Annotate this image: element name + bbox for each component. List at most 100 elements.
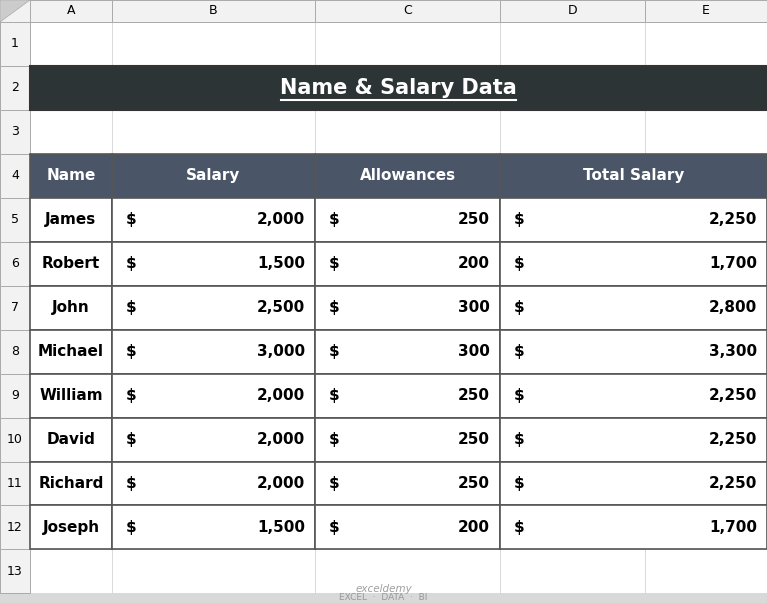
- Bar: [500, 286, 645, 330]
- Bar: [500, 505, 645, 549]
- Text: exceldemy: exceldemy: [355, 584, 412, 595]
- Text: 1: 1: [11, 37, 19, 51]
- Bar: [0, 198, 30, 242]
- Bar: [500, 198, 767, 242]
- Text: Salary: Salary: [186, 168, 241, 183]
- Text: $: $: [514, 388, 525, 403]
- Text: $: $: [126, 300, 137, 315]
- Bar: [112, 461, 315, 505]
- Bar: [0, 154, 30, 198]
- Bar: [30, 505, 112, 549]
- Bar: [30, 110, 112, 154]
- Bar: [112, 330, 315, 374]
- Text: E: E: [702, 4, 710, 17]
- Bar: [645, 374, 767, 417]
- Text: 13: 13: [7, 565, 23, 578]
- Text: $: $: [126, 388, 137, 403]
- Text: Michael: Michael: [38, 344, 104, 359]
- Bar: [112, 461, 315, 505]
- Text: Richard: Richard: [38, 476, 104, 491]
- Bar: [0, 330, 30, 374]
- Text: John: John: [52, 300, 90, 315]
- Bar: [112, 374, 315, 417]
- Bar: [645, 66, 767, 110]
- Bar: [30, 417, 112, 461]
- Text: $: $: [329, 300, 340, 315]
- Text: 9: 9: [11, 389, 19, 402]
- Bar: [0, 549, 30, 593]
- Bar: [112, 549, 315, 593]
- Text: $: $: [126, 212, 137, 227]
- Bar: [30, 461, 112, 505]
- Text: 250: 250: [458, 476, 490, 491]
- Bar: [30, 242, 112, 286]
- Bar: [500, 505, 767, 549]
- Text: D: D: [568, 4, 578, 17]
- Text: Total Salary: Total Salary: [583, 168, 684, 183]
- Text: 250: 250: [458, 388, 490, 403]
- Bar: [315, 198, 500, 242]
- Text: $: $: [126, 256, 137, 271]
- Bar: [112, 505, 315, 549]
- Text: $: $: [126, 344, 137, 359]
- Bar: [315, 242, 500, 286]
- Bar: [315, 286, 500, 330]
- Bar: [500, 22, 645, 66]
- Text: 2,250: 2,250: [709, 432, 757, 447]
- Text: 5: 5: [11, 213, 19, 226]
- Bar: [315, 242, 500, 286]
- Text: 200: 200: [458, 256, 490, 271]
- Text: 3,000: 3,000: [257, 344, 305, 359]
- Bar: [315, 417, 500, 461]
- Bar: [645, 198, 767, 242]
- Text: William: William: [39, 388, 103, 403]
- Text: 1,700: 1,700: [709, 256, 757, 271]
- Bar: [30, 286, 112, 330]
- Bar: [30, 198, 112, 242]
- Bar: [500, 330, 645, 374]
- Text: $: $: [126, 476, 137, 491]
- Bar: [500, 198, 645, 242]
- Text: 1,500: 1,500: [257, 520, 305, 535]
- Bar: [30, 549, 112, 593]
- Text: 2,250: 2,250: [709, 212, 757, 227]
- Text: 200: 200: [458, 520, 490, 535]
- Bar: [645, 154, 767, 198]
- Bar: [0, 505, 30, 549]
- Text: 3,300: 3,300: [709, 344, 757, 359]
- Text: 300: 300: [458, 300, 490, 315]
- Bar: [30, 461, 112, 505]
- Bar: [500, 417, 645, 461]
- Text: 3: 3: [11, 125, 19, 138]
- Bar: [30, 505, 112, 549]
- Bar: [112, 198, 315, 242]
- Text: 7: 7: [11, 301, 19, 314]
- Bar: [30, 0, 112, 22]
- Text: 250: 250: [458, 212, 490, 227]
- Bar: [315, 417, 500, 461]
- Bar: [315, 66, 500, 110]
- Bar: [315, 330, 500, 374]
- Text: 10: 10: [7, 433, 23, 446]
- Text: $: $: [514, 300, 525, 315]
- Bar: [0, 374, 30, 417]
- Text: 2,500: 2,500: [257, 300, 305, 315]
- Bar: [500, 549, 645, 593]
- Bar: [315, 549, 500, 593]
- Bar: [30, 22, 112, 66]
- Bar: [500, 154, 767, 198]
- Text: 2,000: 2,000: [257, 476, 305, 491]
- Text: B: B: [209, 4, 218, 17]
- Text: $: $: [514, 344, 525, 359]
- Bar: [315, 461, 500, 505]
- Text: 2,250: 2,250: [709, 388, 757, 403]
- Text: $: $: [329, 432, 340, 447]
- Bar: [315, 505, 500, 549]
- Text: 4: 4: [11, 169, 19, 182]
- Bar: [112, 417, 315, 461]
- Text: $: $: [329, 388, 340, 403]
- Bar: [315, 198, 500, 242]
- Text: 12: 12: [7, 521, 23, 534]
- Bar: [30, 154, 112, 198]
- Bar: [30, 198, 112, 242]
